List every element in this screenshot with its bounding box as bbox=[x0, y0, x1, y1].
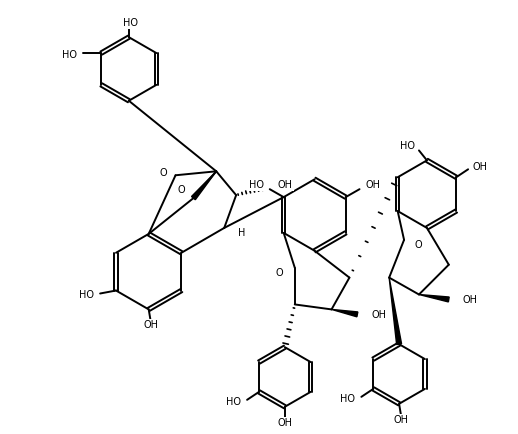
Polygon shape bbox=[332, 309, 358, 317]
Text: HO: HO bbox=[340, 394, 355, 404]
Polygon shape bbox=[389, 278, 401, 345]
Text: O: O bbox=[178, 185, 185, 195]
Text: O: O bbox=[275, 268, 283, 278]
Text: OH: OH bbox=[277, 418, 292, 427]
Text: HO: HO bbox=[400, 141, 415, 151]
Text: OH: OH bbox=[463, 296, 478, 306]
Text: HO: HO bbox=[226, 397, 241, 407]
Text: OH: OH bbox=[366, 180, 381, 190]
Text: O: O bbox=[414, 240, 422, 250]
Text: O: O bbox=[160, 168, 167, 178]
Polygon shape bbox=[192, 171, 217, 200]
Text: HO: HO bbox=[249, 180, 264, 190]
Text: H: H bbox=[238, 228, 246, 238]
Text: OH: OH bbox=[278, 180, 293, 190]
Polygon shape bbox=[419, 295, 449, 302]
Text: OH: OH bbox=[143, 320, 158, 330]
Text: HO: HO bbox=[79, 290, 94, 300]
Text: HO: HO bbox=[63, 50, 78, 60]
Text: OH: OH bbox=[472, 162, 487, 172]
Text: HO: HO bbox=[123, 18, 138, 28]
Text: OH: OH bbox=[394, 415, 409, 425]
Text: OH: OH bbox=[371, 310, 386, 320]
